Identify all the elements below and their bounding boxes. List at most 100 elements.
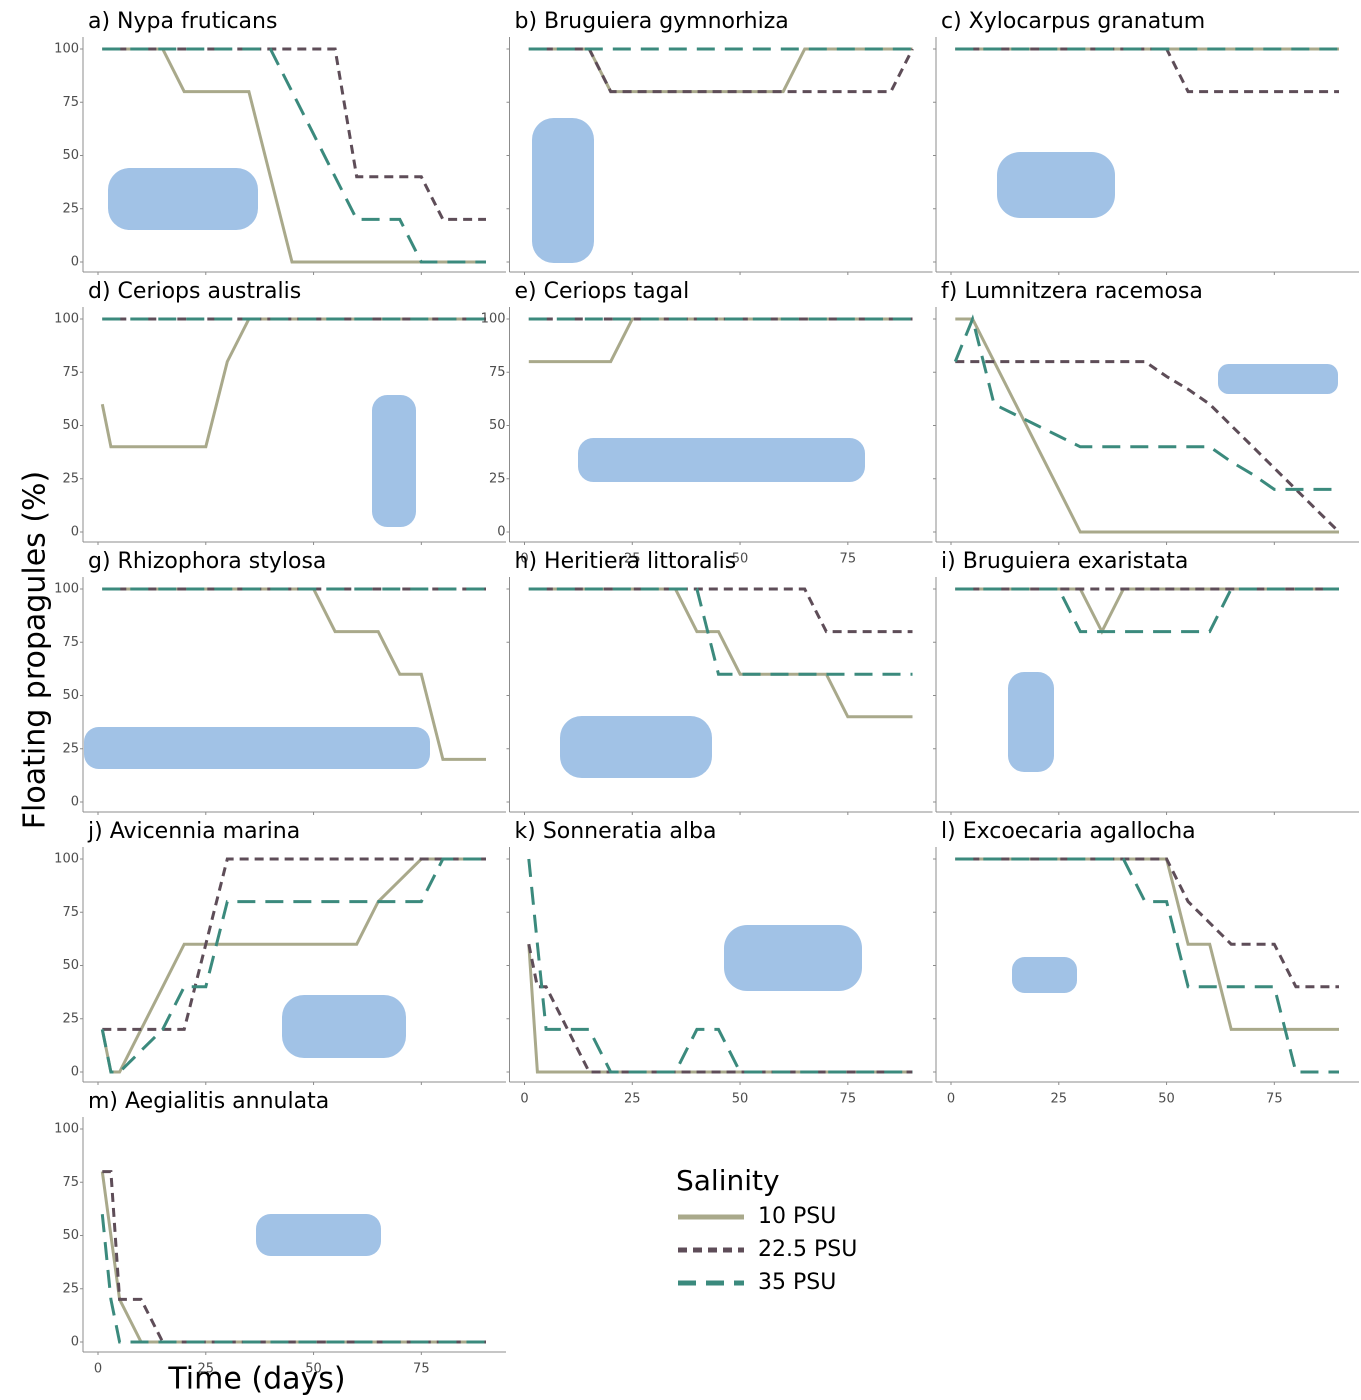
panel-title: k) Sonneratia alba bbox=[515, 819, 717, 844]
y-tick-label: 25 bbox=[62, 1281, 79, 1296]
y-tick-label: 25 bbox=[489, 471, 506, 486]
series-line bbox=[102, 1172, 486, 1342]
propagule-image bbox=[997, 152, 1115, 218]
y-tick-label: 100 bbox=[54, 42, 79, 57]
y-tick-label: 0 bbox=[71, 1335, 79, 1350]
propagule-image bbox=[282, 995, 406, 1058]
y-tick-label: 100 bbox=[481, 312, 506, 327]
x-tick-label: 25 bbox=[198, 1362, 215, 1377]
panel: f) Lumnitzera racemosa bbox=[933, 279, 1359, 545]
y-tick-label: 50 bbox=[62, 418, 79, 433]
panel: b) Bruguiera gymnorhiza bbox=[507, 9, 933, 275]
series-line bbox=[102, 319, 486, 447]
series-line bbox=[955, 319, 1339, 532]
panel-title: j) Avicennia marina bbox=[87, 819, 300, 844]
x-tick-label: 0 bbox=[520, 1092, 528, 1107]
x-tick-label: 0 bbox=[94, 1362, 102, 1377]
y-tick-label: 25 bbox=[62, 1011, 79, 1026]
series-line bbox=[529, 589, 913, 717]
series-line bbox=[529, 589, 913, 632]
series-line bbox=[102, 49, 486, 262]
y-tick-label: 75 bbox=[489, 365, 506, 380]
series-line bbox=[529, 319, 913, 362]
y-tick-label: 100 bbox=[54, 582, 79, 597]
series-line bbox=[955, 319, 1339, 489]
panel-title: a) Nypa fruticans bbox=[88, 9, 277, 34]
x-tick-label: 75 bbox=[413, 1362, 430, 1377]
panel-title: m) Aegialitis annulata bbox=[88, 1089, 329, 1114]
y-tick-label: 0 bbox=[71, 525, 79, 540]
propagule-image bbox=[372, 395, 416, 527]
propagule-image bbox=[724, 925, 862, 991]
y-tick-label: 50 bbox=[62, 148, 79, 163]
propagule-image bbox=[1012, 957, 1077, 993]
y-tick-label: 0 bbox=[497, 525, 505, 540]
panel: c) Xylocarpus granatum bbox=[933, 9, 1359, 275]
legend-label: 35 PSU bbox=[758, 1270, 836, 1295]
legend-title: Salinity bbox=[676, 1164, 780, 1197]
propagule-image bbox=[1008, 672, 1054, 772]
y-tick-label: 75 bbox=[62, 905, 79, 920]
y-tick-label: 75 bbox=[62, 635, 79, 650]
propagule-image bbox=[84, 727, 430, 769]
page: Floating propagules (%) Time (days) Sali… bbox=[0, 0, 1361, 1400]
y-tick-label: 25 bbox=[62, 471, 79, 486]
series-line bbox=[955, 589, 1339, 632]
y-tick-label: 25 bbox=[62, 201, 79, 216]
y-tick-label: 25 bbox=[62, 741, 79, 756]
y-tick-label: 50 bbox=[489, 418, 506, 433]
x-tick-label: 25 bbox=[624, 1092, 641, 1107]
x-tick-label: 0 bbox=[947, 1092, 955, 1107]
panel: k) Sonneratia alba 0 25 50 75 bbox=[507, 819, 933, 1107]
series-line bbox=[955, 49, 1339, 92]
y-tick-label: 50 bbox=[62, 958, 79, 973]
legend-label: 22.5 PSU bbox=[758, 1237, 857, 1262]
propagule-image bbox=[1218, 364, 1338, 394]
panel: l) Excoecaria agallocha 0 25 50 75 bbox=[933, 819, 1359, 1107]
panel: d) Ceriops australis 0 25 50 75 100 bbox=[54, 279, 506, 545]
y-tick-label: 100 bbox=[54, 852, 79, 867]
series-line bbox=[102, 1172, 486, 1342]
panel-title: b) Bruguiera gymnorhiza bbox=[515, 9, 789, 34]
x-tick-label: 50 bbox=[732, 1092, 749, 1107]
y-axis-label: Floating propagules (%) bbox=[18, 471, 53, 829]
y-tick-label: 100 bbox=[54, 312, 79, 327]
propagule-image bbox=[578, 438, 865, 482]
panel-title: l) Excoecaria agallocha bbox=[941, 819, 1196, 844]
chart: Floating propagules (%) Time (days) Sali… bbox=[0, 0, 1361, 1396]
x-tick-label: 25 bbox=[1051, 1092, 1068, 1107]
panel: i) Bruguiera exaristata bbox=[933, 549, 1359, 815]
x-tick-label: 75 bbox=[840, 1092, 857, 1107]
y-tick-label: 100 bbox=[54, 1122, 79, 1137]
y-tick-label: 0 bbox=[71, 795, 79, 810]
x-tick-label: 75 bbox=[840, 552, 857, 567]
y-tick-label: 50 bbox=[62, 688, 79, 703]
panel-title: d) Ceriops australis bbox=[88, 279, 301, 304]
y-tick-label: 75 bbox=[62, 1175, 79, 1190]
y-tick-label: 75 bbox=[62, 365, 79, 380]
panel-title: c) Xylocarpus granatum bbox=[941, 9, 1205, 34]
propagule-image bbox=[256, 1214, 381, 1256]
series-line bbox=[955, 859, 1339, 1029]
panel: h) Heritiera littoralis bbox=[507, 549, 933, 815]
panel-title: g) Rhizophora stylosa bbox=[88, 549, 326, 574]
panel-title: e) Ceriops tagal bbox=[515, 279, 690, 304]
panel: j) Avicennia marina 0 25 50 75 100 bbox=[54, 819, 506, 1085]
series-line bbox=[529, 49, 913, 92]
panel-title: i) Bruguiera exaristata bbox=[941, 549, 1188, 574]
y-tick-label: 0 bbox=[71, 1065, 79, 1080]
series-line bbox=[529, 49, 913, 92]
propagule-image bbox=[532, 118, 594, 263]
x-tick-label: 50 bbox=[305, 1362, 322, 1377]
legend-label: 10 PSU bbox=[758, 1204, 836, 1229]
propagule-image bbox=[108, 168, 258, 230]
panel-title: f) Lumnitzera racemosa bbox=[941, 279, 1203, 304]
series-line bbox=[955, 589, 1339, 632]
y-tick-label: 0 bbox=[71, 255, 79, 270]
x-tick-label: 75 bbox=[1266, 1092, 1283, 1107]
panel: g) Rhizophora stylosa 0 25 50 75 100 bbox=[54, 549, 506, 815]
x-tick-label: 50 bbox=[1158, 1092, 1175, 1107]
y-tick-label: 75 bbox=[62, 95, 79, 110]
